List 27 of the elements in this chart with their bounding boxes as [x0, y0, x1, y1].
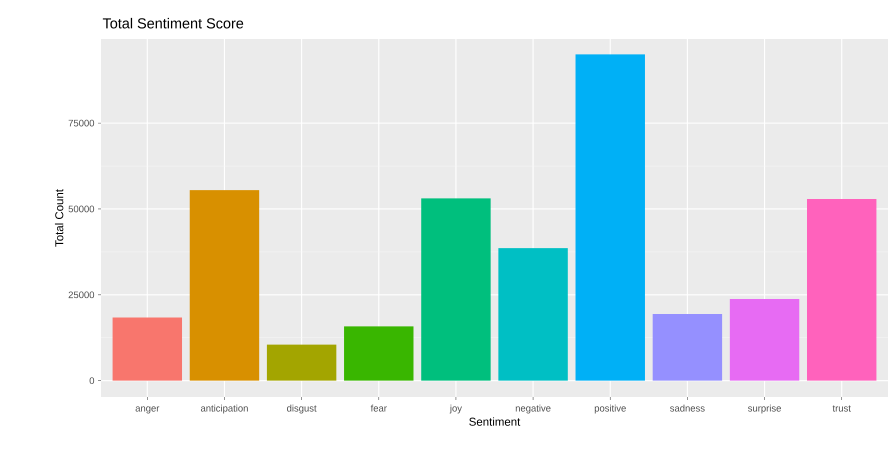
y-tick-label: 25000: [68, 291, 94, 298]
y-tick-label: 75000: [68, 120, 94, 126]
x-tick-label: negative: [516, 404, 551, 414]
bar: [112, 317, 182, 381]
bar: [652, 314, 722, 381]
bar: [730, 298, 800, 381]
x-tick-label: surprise: [748, 404, 781, 414]
y-tick-label: 50000: [68, 206, 94, 212]
bar: [344, 326, 414, 381]
bar: [190, 190, 260, 381]
bar: [576, 54, 645, 381]
x-tick-label: joy: [450, 404, 462, 414]
y-axis-title: Total Count: [54, 189, 64, 247]
x-tick-label: disgust: [287, 404, 317, 414]
x-tick-label: fear: [370, 404, 387, 412]
bar: [266, 344, 336, 381]
x-tick-label: anger: [136, 406, 160, 414]
x-tick-label: positive: [594, 404, 626, 414]
bar: [806, 199, 876, 381]
bar: [498, 248, 568, 381]
y-tick-label: 0: [90, 377, 94, 384]
bar: [421, 198, 491, 381]
x-axis-title: Sentiment: [469, 417, 520, 426]
x-tick-label: trust: [832, 405, 851, 412]
x-tick-label: anticipation: [200, 404, 248, 414]
chart-title: Total Sentiment Score: [102, 18, 244, 28]
x-tick-label: sadness: [670, 404, 705, 412]
